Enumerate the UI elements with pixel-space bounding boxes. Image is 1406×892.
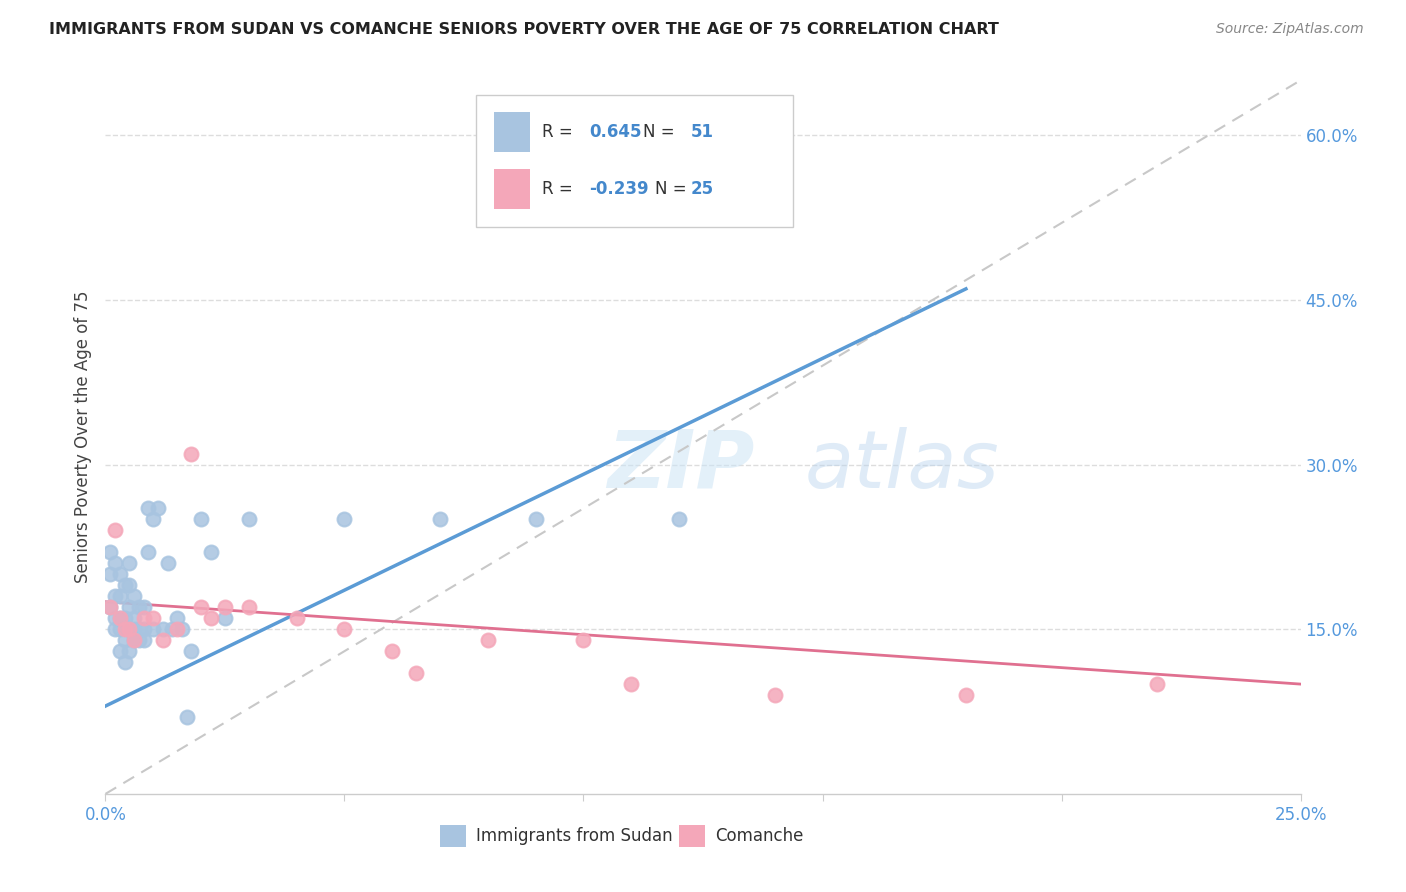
- Point: [132, 633, 155, 648]
- Point: [98, 545, 121, 559]
- Point: [190, 512, 212, 526]
- Point: [200, 545, 222, 559]
- Text: Immigrants from Sudan: Immigrants from Sudan: [475, 827, 672, 845]
- Point: [1146, 677, 1168, 691]
- Point: [238, 512, 260, 526]
- Point: [166, 622, 188, 636]
- Point: [114, 622, 136, 636]
- Point: [152, 622, 174, 636]
- Text: N =: N =: [655, 180, 692, 198]
- Point: [104, 557, 127, 571]
- Point: [132, 611, 155, 625]
- Point: [128, 633, 150, 648]
- Point: [142, 611, 165, 625]
- Point: [524, 512, 547, 526]
- Point: [138, 545, 160, 559]
- Point: [405, 666, 427, 681]
- Point: [180, 644, 202, 658]
- Point: [114, 633, 136, 648]
- Point: [132, 622, 155, 636]
- Point: [477, 633, 499, 648]
- Point: [200, 611, 222, 625]
- Point: [118, 622, 141, 636]
- Point: [166, 611, 188, 625]
- FancyBboxPatch shape: [494, 169, 530, 209]
- Point: [333, 622, 356, 636]
- Text: 51: 51: [692, 123, 714, 141]
- Text: R =: R =: [541, 123, 578, 141]
- Text: atlas: atlas: [804, 426, 1000, 505]
- Point: [214, 600, 236, 615]
- Point: [285, 611, 308, 625]
- Text: 25: 25: [692, 180, 714, 198]
- Point: [142, 622, 165, 636]
- Text: IMMIGRANTS FROM SUDAN VS COMANCHE SENIORS POVERTY OVER THE AGE OF 75 CORRELATION: IMMIGRANTS FROM SUDAN VS COMANCHE SENIOR…: [49, 22, 1000, 37]
- Text: R =: R =: [541, 180, 578, 198]
- Point: [104, 524, 127, 538]
- Point: [118, 622, 141, 636]
- Point: [180, 446, 202, 460]
- Point: [142, 512, 165, 526]
- FancyBboxPatch shape: [679, 824, 706, 847]
- FancyBboxPatch shape: [440, 824, 467, 847]
- Point: [128, 600, 150, 615]
- Point: [763, 688, 786, 702]
- Point: [128, 622, 150, 636]
- Point: [333, 512, 356, 526]
- Point: [108, 611, 131, 625]
- Point: [122, 589, 145, 603]
- Point: [138, 501, 160, 516]
- Point: [104, 611, 127, 625]
- Point: [108, 644, 131, 658]
- Point: [108, 589, 131, 603]
- Point: [108, 622, 131, 636]
- Text: ZIP: ZIP: [607, 426, 755, 505]
- Point: [190, 600, 212, 615]
- Point: [122, 622, 145, 636]
- Text: 0.645: 0.645: [589, 123, 643, 141]
- FancyBboxPatch shape: [475, 95, 793, 227]
- Point: [620, 677, 643, 691]
- Point: [238, 600, 260, 615]
- Point: [104, 589, 127, 603]
- Point: [955, 688, 977, 702]
- Point: [118, 600, 141, 615]
- Point: [429, 512, 451, 526]
- Point: [170, 622, 193, 636]
- Point: [98, 600, 121, 615]
- Point: [214, 611, 236, 625]
- Point: [162, 622, 184, 636]
- Point: [108, 611, 131, 625]
- Point: [118, 578, 141, 592]
- Y-axis label: Seniors Poverty Over the Age of 75: Seniors Poverty Over the Age of 75: [73, 291, 91, 583]
- Point: [122, 633, 145, 648]
- Point: [152, 633, 174, 648]
- Point: [104, 622, 127, 636]
- Point: [98, 600, 121, 615]
- Point: [668, 512, 690, 526]
- Point: [114, 611, 136, 625]
- Point: [108, 567, 131, 582]
- FancyBboxPatch shape: [494, 112, 530, 152]
- Point: [572, 633, 595, 648]
- Point: [156, 557, 179, 571]
- Text: Source: ZipAtlas.com: Source: ZipAtlas.com: [1216, 22, 1364, 37]
- Point: [146, 501, 169, 516]
- Point: [122, 633, 145, 648]
- Point: [381, 644, 404, 658]
- Point: [114, 655, 136, 669]
- Point: [98, 567, 121, 582]
- Point: [114, 578, 136, 592]
- Point: [122, 611, 145, 625]
- Point: [132, 600, 155, 615]
- Point: [118, 644, 141, 658]
- Point: [118, 557, 141, 571]
- Text: N =: N =: [644, 123, 681, 141]
- Point: [176, 710, 198, 724]
- Text: Comanche: Comanche: [716, 827, 803, 845]
- Text: -0.239: -0.239: [589, 180, 650, 198]
